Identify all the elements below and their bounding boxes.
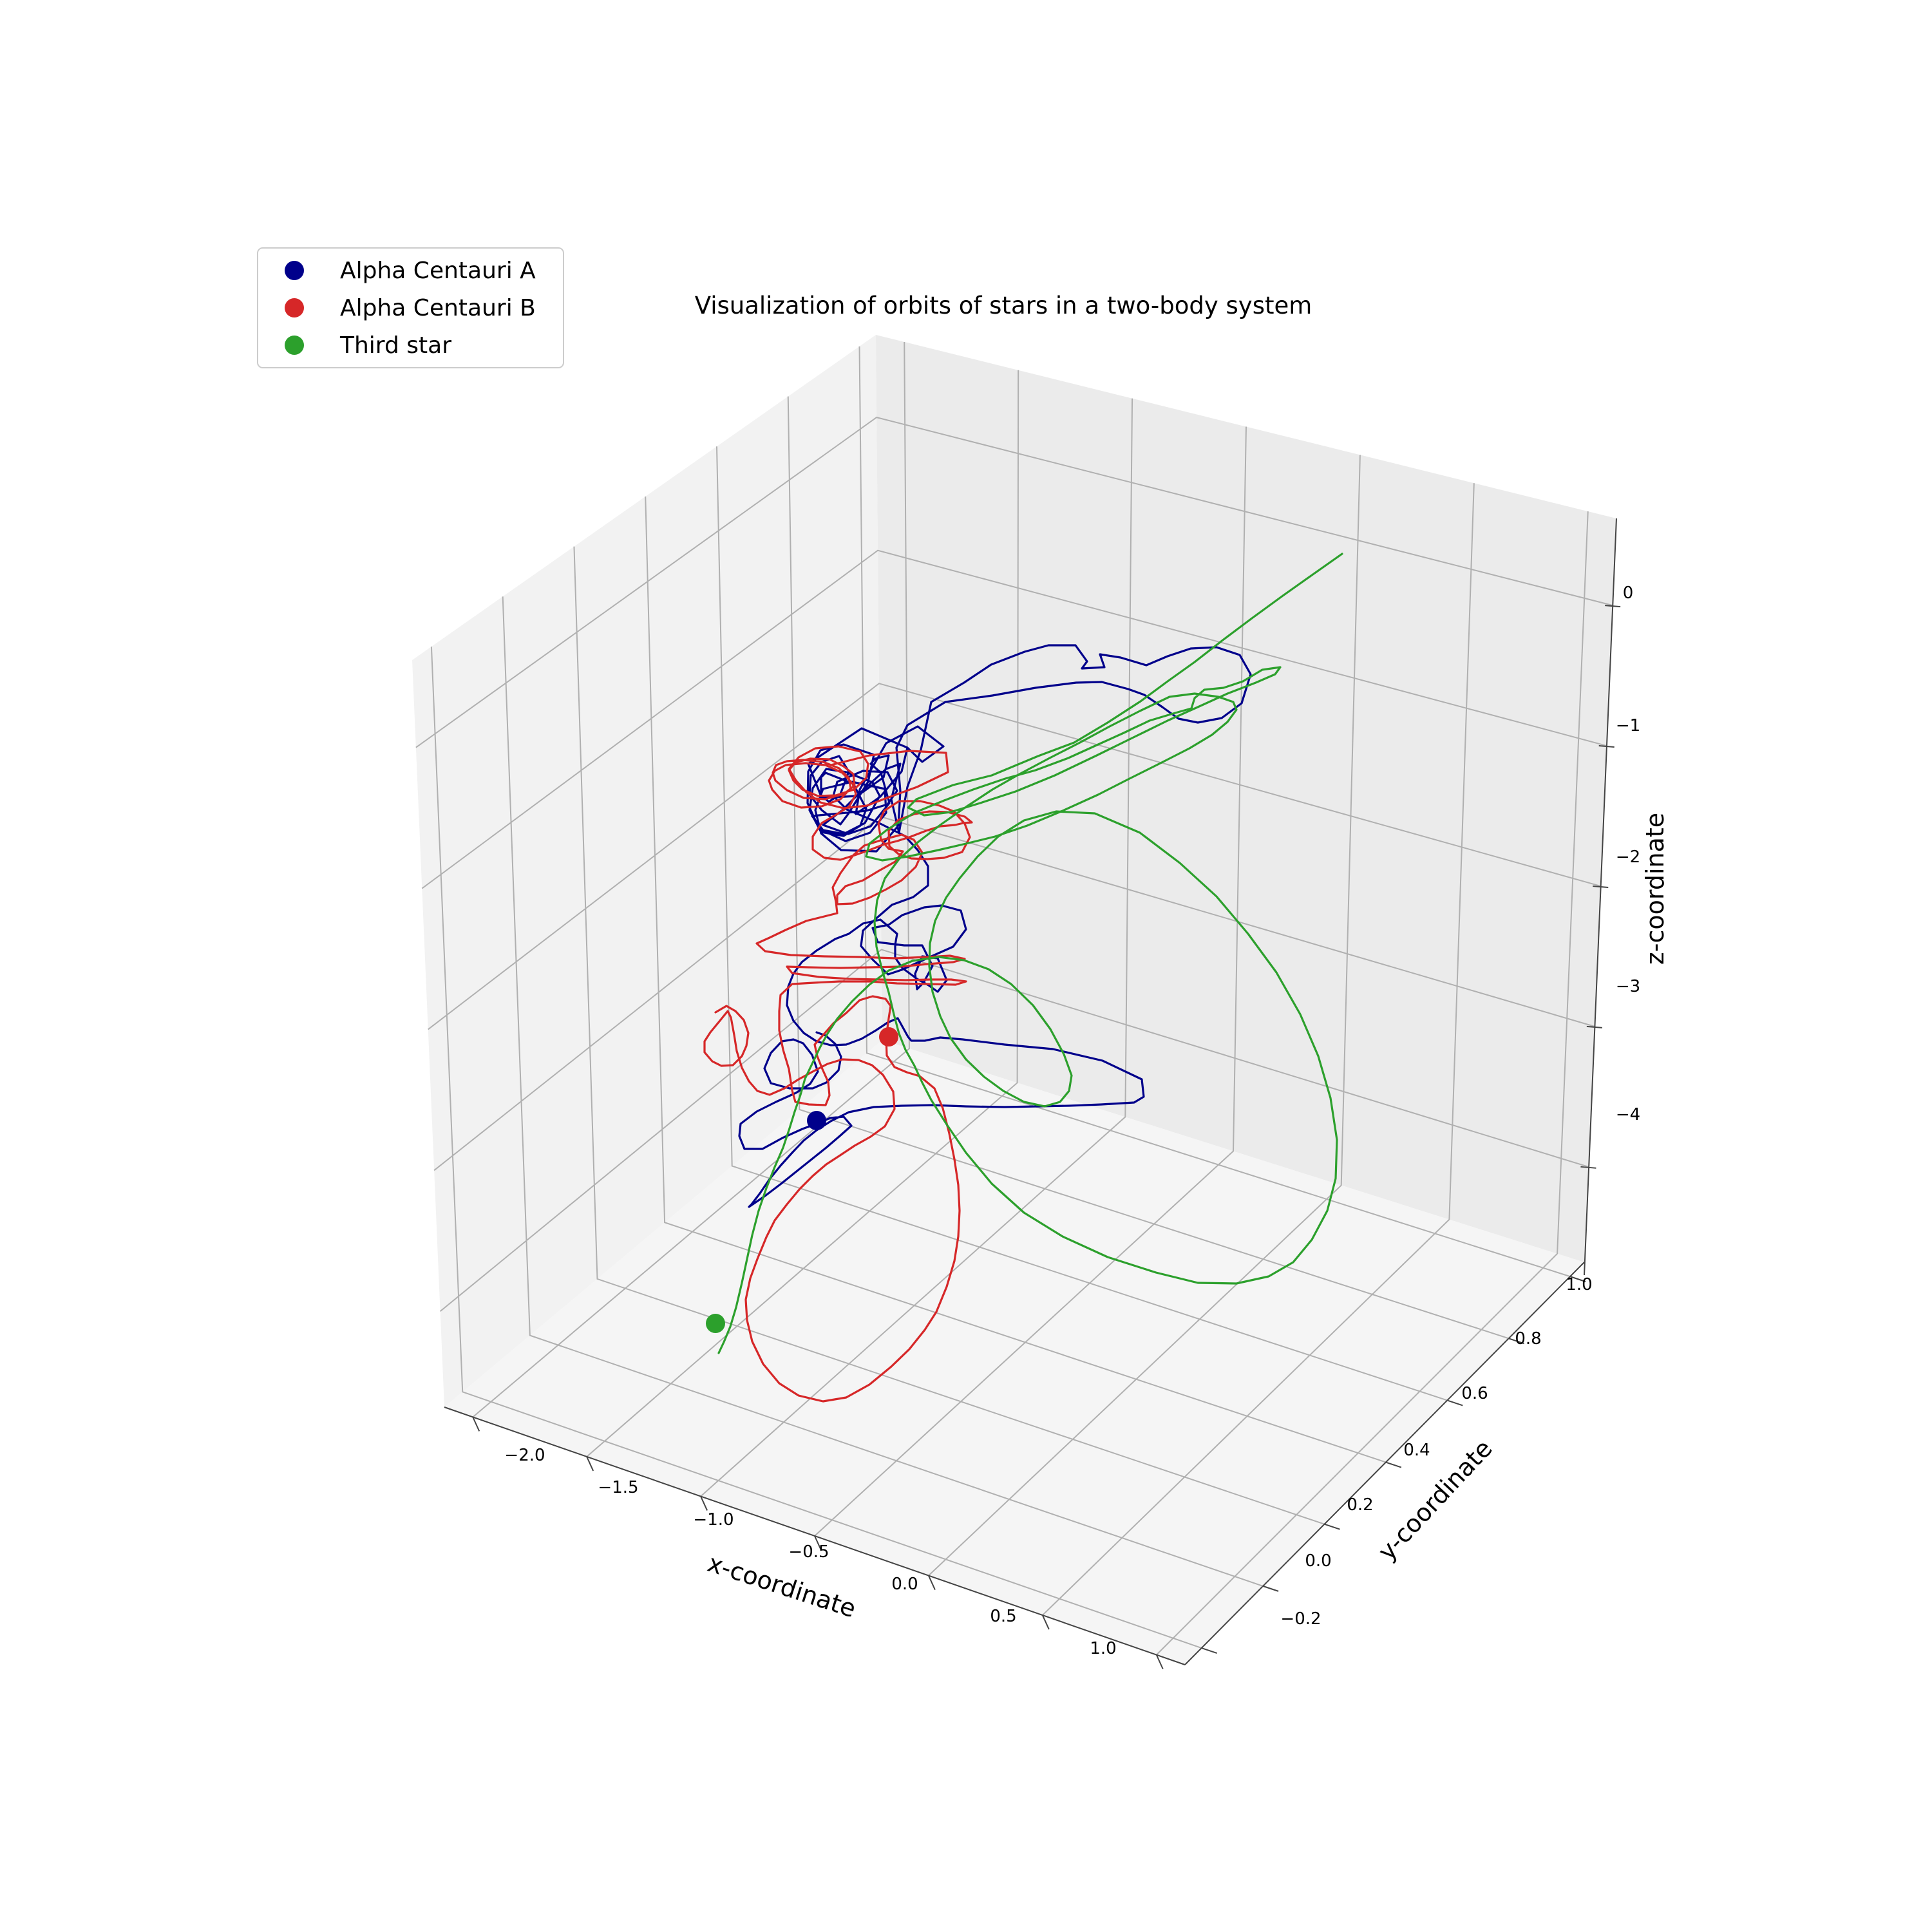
z-gridline xyxy=(433,815,1595,1171)
x-tick-label: −1.5 xyxy=(598,1478,638,1497)
legend: Alpha Centauri A Alpha Centauri B Third … xyxy=(257,247,564,368)
axes-grid xyxy=(415,341,1613,1656)
axes-panes xyxy=(412,335,1616,1665)
z-gridline xyxy=(439,949,1589,1312)
chart-title: Visualization of orbits of stars in a tw… xyxy=(695,292,1312,319)
z-tick-mark xyxy=(1586,1025,1602,1028)
position-marker-alpha-centauri-b xyxy=(879,1027,898,1046)
z-tick-label: −3 xyxy=(1616,977,1640,996)
z-gridline xyxy=(428,683,1601,1030)
legend-frame xyxy=(257,247,564,368)
y-gridline xyxy=(858,346,1571,1278)
y-tick-label: −0.2 xyxy=(1280,1609,1321,1629)
z-axis-line xyxy=(1584,518,1617,1276)
y-tick-label: 0.4 xyxy=(1403,1441,1430,1460)
y-tick-mark xyxy=(1508,1338,1524,1345)
y-axis-line xyxy=(1184,1262,1585,1665)
x-tick-label: 1.0 xyxy=(1090,1639,1116,1658)
y-tick-mark xyxy=(1569,1276,1586,1283)
x-gridline xyxy=(472,341,910,1418)
axis-ticks: −2.0 −1.5 −1.0 −0.5 0.0 0.5 1.0 −0.2 0.0 0.2 0.4 0.… xyxy=(472,583,1640,1670)
legend-label-alpha-centauri-a: Alpha Centauri A xyxy=(340,258,536,284)
z-gridline xyxy=(415,417,1613,748)
y-gridline xyxy=(715,446,1448,1401)
y-tick-mark xyxy=(1201,1647,1218,1654)
y-gridline xyxy=(430,646,1202,1649)
y-tick-mark xyxy=(1385,1461,1402,1468)
legend-label-alpha-centauri-b: Alpha Centauri B xyxy=(340,295,536,321)
y-tick-label: 0.0 xyxy=(1305,1551,1331,1571)
y-tick-label: 1.0 xyxy=(1566,1275,1592,1294)
x-tick-label: 0.0 xyxy=(891,1575,918,1594)
x-gridline xyxy=(814,426,1247,1537)
z-tick-label: −4 xyxy=(1616,1105,1640,1124)
legend-marker-third-star xyxy=(285,336,304,355)
y-tick-mark xyxy=(1324,1523,1340,1530)
x-tick-mark xyxy=(1041,1615,1050,1630)
z-tick-label: −1 xyxy=(1616,716,1640,735)
x-tick-mark xyxy=(1155,1654,1164,1670)
y-gridline xyxy=(645,496,1387,1463)
x-gridline xyxy=(1042,483,1475,1616)
x-tick-label: 0.5 xyxy=(990,1607,1016,1626)
x-tick-label: −2.0 xyxy=(504,1446,545,1465)
series-layer xyxy=(703,553,1343,1403)
y-gridline xyxy=(787,396,1509,1340)
legend-marker-alpha-centauri-b xyxy=(285,298,304,317)
z-gridline xyxy=(421,549,1607,889)
legend-marker-alpha-centauri-a xyxy=(285,261,304,280)
z-tick-mark xyxy=(1598,745,1615,748)
x-tick-mark xyxy=(472,1416,480,1432)
x-tick-mark xyxy=(928,1575,936,1590)
y-tick-label: 0.2 xyxy=(1347,1495,1373,1515)
z-tick-label: −2 xyxy=(1616,848,1640,867)
orbit-path-alpha-centauri-b xyxy=(703,745,973,1403)
y-tick-mark xyxy=(1446,1399,1463,1406)
marker-layer xyxy=(706,1027,898,1333)
x-tick-label: −1.0 xyxy=(693,1510,734,1530)
y-gridline xyxy=(573,546,1325,1525)
x-tick-mark xyxy=(586,1456,594,1472)
z-tick-mark xyxy=(1580,1166,1596,1169)
y-tick-label: 0.8 xyxy=(1515,1329,1541,1349)
z-tick-mark xyxy=(1593,885,1609,888)
position-marker-third-star xyxy=(706,1314,725,1333)
x-gridline xyxy=(1156,511,1589,1656)
x-gridline xyxy=(700,398,1133,1497)
x-tick-label: −0.5 xyxy=(788,1542,829,1562)
position-marker-alpha-centauri-a xyxy=(807,1111,826,1130)
x-axis-label: x-coordinate xyxy=(705,1549,860,1624)
left-back-pane xyxy=(412,335,882,1407)
x-gridline xyxy=(586,370,1019,1457)
z-tick-mark xyxy=(1605,605,1621,608)
x-gridline xyxy=(928,455,1361,1577)
y-gridline xyxy=(502,596,1264,1587)
z-axis-label: z-coordinate xyxy=(1641,813,1669,965)
right-back-pane xyxy=(876,335,1616,1262)
orbit-path-alpha-centauri-a xyxy=(738,644,1252,1208)
x-tick-mark xyxy=(814,1535,822,1551)
y-tick-mark xyxy=(1262,1585,1279,1592)
z-tick-label: 0 xyxy=(1623,583,1634,603)
y-tick-label: 0.6 xyxy=(1461,1384,1488,1403)
x-tick-mark xyxy=(700,1496,708,1511)
legend-label-third-star: Third star xyxy=(339,332,451,359)
orbit-path-third-star xyxy=(717,553,1343,1354)
